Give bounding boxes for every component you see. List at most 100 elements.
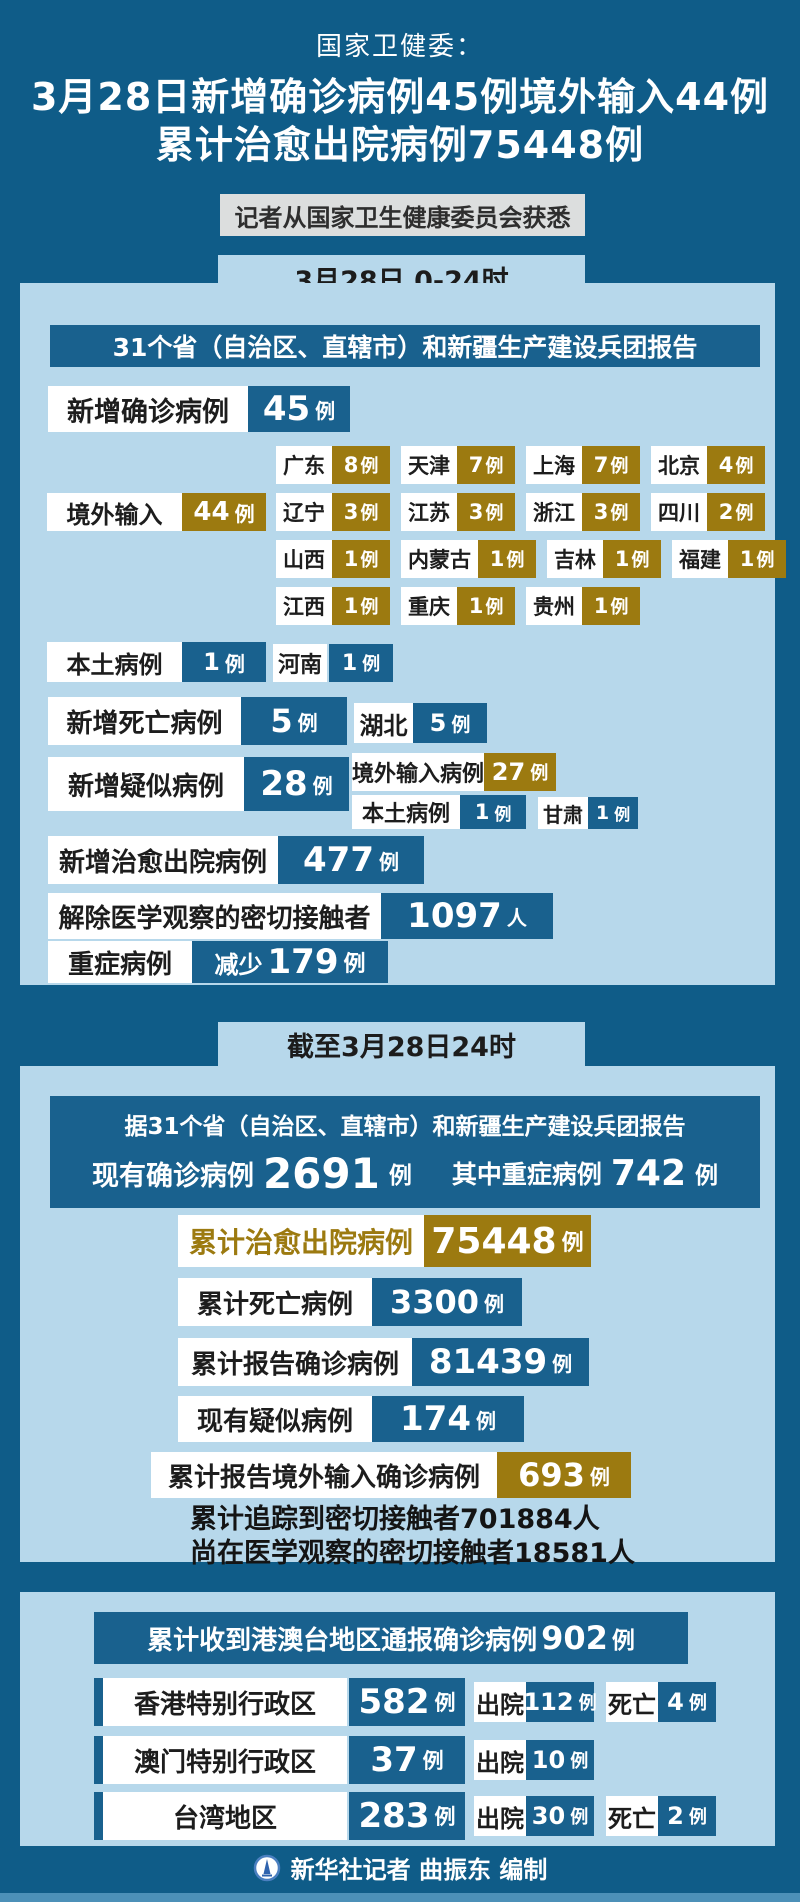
province-value: 1 — [489, 547, 505, 571]
cum-confirmed-value-box: 81439 例 — [412, 1338, 589, 1386]
discharged-value: 10 — [531, 1746, 566, 1774]
new-suspected-unit: 例 — [312, 773, 333, 798]
main-title-line1: 3月28日新增确诊病例45例境外输入44例 — [30, 75, 770, 119]
province-name: 北京 — [651, 446, 707, 484]
cum-recovered-value: 75448 — [431, 1220, 557, 1262]
cum-confirmed-value: 81439 — [428, 1342, 548, 1382]
suspected-imported-value: 27 — [491, 758, 526, 786]
province-unit: 例 — [756, 550, 775, 571]
new-recovered-value-box: 477 例 — [278, 836, 424, 884]
new-confirmed-value-box: 45 例 — [248, 386, 350, 432]
suspected-local-label: 本土病例 — [352, 795, 460, 829]
current-confirmed-value: 2691 — [262, 1148, 380, 1198]
province-value: 3 — [343, 500, 359, 524]
current-severe-value: 742 — [610, 1152, 687, 1194]
current-severe-unit: 例 — [695, 1163, 719, 1189]
region-value: 283 — [358, 1796, 430, 1836]
suspected-local-value: 1 — [474, 800, 490, 824]
suspected-local-value-box: 1 例 — [460, 795, 526, 829]
province-name: 天津 — [401, 446, 457, 484]
province-value: 2 — [718, 500, 734, 524]
imported-value: 44 — [193, 497, 230, 527]
severe-cases-label: 重症病例 — [48, 941, 192, 983]
contacts-under-observation-line: 尚在医学观察的密切接触者18581人 — [190, 1538, 635, 1569]
cum-imported-unit: 例 — [589, 1464, 610, 1489]
main-title-line2: 累计治愈出院病例75448例 — [155, 123, 645, 167]
new-confirmed-value: 45 — [262, 389, 311, 429]
discharged-unit: 例 — [570, 1807, 589, 1828]
cum-deaths-label: 累计死亡病例 — [178, 1278, 372, 1326]
deaths-label: 死亡 — [606, 1796, 658, 1836]
suspected-imported-unit: 例 — [530, 763, 549, 784]
region-value-box: 283 例 — [349, 1792, 465, 1840]
province-value: 8 — [343, 453, 359, 477]
new-deaths-value: 5 — [270, 702, 293, 740]
suspected-local-detail-value-box: 1 例 — [588, 797, 638, 829]
region-value: 582 — [358, 1682, 430, 1722]
discharged-value: 112 — [523, 1688, 574, 1716]
province-unit: 例 — [506, 550, 525, 571]
footer-credit-text: 新华社记者 曲振东 编制 — [290, 1856, 548, 1884]
current-confirmed-unit: 例 — [388, 1163, 412, 1189]
local-detail-value-box: 1 例 — [329, 644, 393, 682]
released-contacts-value-box: 1097 人 — [381, 893, 553, 939]
cum-recovered-unit: 例 — [561, 1231, 584, 1256]
province-value: 4 — [718, 453, 734, 477]
discharged-value-box: 112 例 — [523, 1682, 597, 1722]
province-name: 辽宁 — [276, 493, 332, 531]
current-suspected-value-box: 174 例 — [372, 1396, 524, 1442]
cum-recovered-value-box: 75448 例 — [424, 1215, 591, 1267]
local-detail-name: 河南 — [273, 644, 327, 682]
province-unit: 例 — [360, 597, 379, 618]
province-name: 山西 — [276, 540, 332, 578]
new-suspected-value-box: 28 例 — [244, 757, 349, 811]
region-label: 台湾地区 — [103, 1792, 347, 1840]
region-value-box: 37 例 — [349, 1736, 465, 1784]
province-name: 江苏 — [401, 493, 457, 531]
hmt-summary-value: 902 — [541, 1619, 608, 1657]
severe-cases-value: 179 — [267, 942, 339, 982]
province-name: 江西 — [276, 587, 332, 625]
severe-cases-unit: 例 — [343, 952, 366, 977]
suspected-local-detail-name: 甘肃 — [538, 797, 588, 829]
deaths-value: 4 — [667, 1688, 684, 1716]
province-value: 1 — [614, 547, 630, 571]
local-detail-value: 1 — [341, 650, 358, 676]
new-suspected-label: 新增疑似病例 — [48, 757, 244, 811]
province-unit: 例 — [631, 550, 650, 571]
severe-cases-value-box: 减少 179 例 — [192, 941, 388, 983]
province-unit: 例 — [360, 503, 379, 524]
suspected-local-detail-unit: 例 — [614, 805, 631, 824]
cumulative-summary-box: 据31个省（自治区、直辖市）和新疆生产建设兵团报告 现有确诊病例 2691 例 … — [50, 1096, 760, 1208]
current-suspected-value: 174 — [400, 1399, 471, 1439]
region-value-box: 582 例 — [349, 1678, 465, 1726]
cum-deaths-value: 3300 — [389, 1283, 480, 1321]
province-unit: 例 — [735, 456, 754, 477]
province-value: 1 — [739, 547, 755, 571]
province-unit: 例 — [485, 597, 504, 618]
new-confirmed-unit: 例 — [315, 398, 336, 423]
cum-confirmed-unit: 例 — [552, 1351, 573, 1376]
new-suspected-value: 28 — [260, 764, 308, 804]
released-contacts-label: 解除医学观察的密切接触者 — [48, 893, 381, 939]
new-recovered-label: 新增治愈出院病例 — [48, 836, 278, 884]
region-row-hongkong: 香港特别行政区 582 例 出院 112 例 死亡 4 例 — [94, 1678, 775, 1726]
new-deaths-label: 新增死亡病例 — [48, 697, 241, 745]
released-contacts-value: 1097 — [407, 896, 502, 936]
hmt-summary-text: 累计收到港澳台地区通报确诊病例 — [147, 1625, 538, 1656]
deaths-detail-value-box: 5 例 — [413, 703, 487, 743]
released-contacts-unit: 人 — [506, 905, 527, 930]
